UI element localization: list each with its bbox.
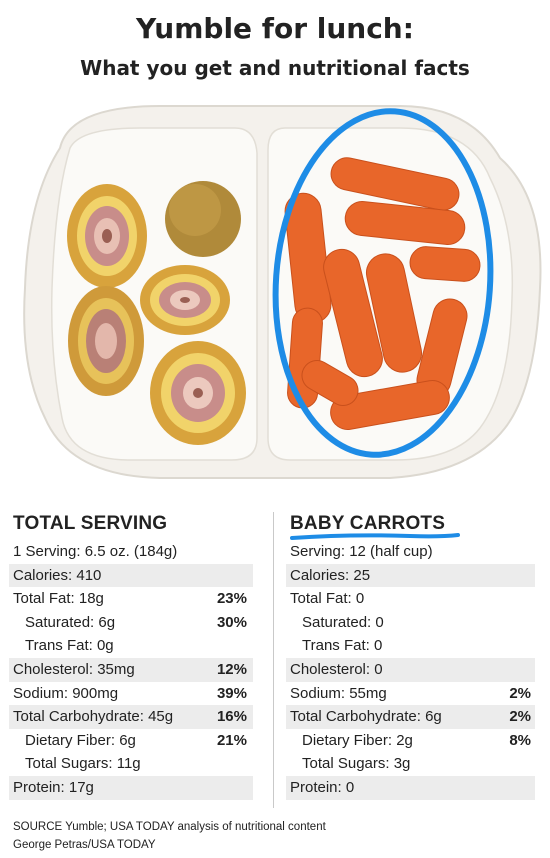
baby-carrots-title: BABY CARROTS bbox=[290, 510, 535, 540]
nutrition-label: Total Sugars: 3g bbox=[302, 755, 411, 773]
nutrition-label: Total Carbohydrate: 6g bbox=[290, 708, 442, 726]
nutrition-label: Cholesterol: 35mg bbox=[13, 660, 135, 678]
baby-carrots-title-text: BABY CARROTS bbox=[290, 513, 446, 534]
nutrition-row: Protein: 0 bbox=[286, 775, 535, 800]
daily-value-percent: 2% bbox=[509, 684, 531, 702]
daily-value-percent: 23% bbox=[216, 590, 247, 608]
nutrition-row: Dietary Fiber: 6g 21% bbox=[9, 729, 253, 753]
daily-value-percent: 8% bbox=[509, 731, 531, 749]
nutrition-label: Protein: 17g bbox=[13, 778, 94, 796]
nutrition-label: Dietary Fiber: 2g bbox=[302, 731, 413, 749]
nutrition-row: Dietary Fiber: 2g 8% bbox=[286, 729, 535, 753]
highlight-circle bbox=[272, 108, 494, 458]
baby-carrots-panel: BABY CARROTS Serving: 12 (half cup) Calor… bbox=[286, 510, 535, 800]
nutrition-row: Trans Fat: 0g bbox=[9, 634, 253, 658]
credit-text: George Petras/USA TODAY bbox=[13, 839, 156, 851]
total-serving-panel: TOTAL SERVING 1 Serving: 6.5 oz. (184g) C… bbox=[9, 510, 253, 800]
nutrition-row: Trans Fat: 0 bbox=[286, 634, 535, 658]
nutrition-label: Cholesterol: 0 bbox=[290, 660, 383, 678]
nutrition-label: 1 Serving: 6.5 oz. (184g) bbox=[13, 543, 178, 560]
nutrition-label: Total Carbohydrate: 45g bbox=[13, 708, 174, 726]
source-text: SOURCE Yumble; USA TODAY analysis of nut… bbox=[13, 821, 326, 833]
baby-carrots-rows: Serving: 12 (half cup) Calories: 25 Total … bbox=[286, 540, 535, 800]
brush-underline bbox=[290, 533, 460, 540]
nutrition-label: Calories: 25 bbox=[290, 566, 371, 584]
nutrition-label: Sodium: 900mg bbox=[13, 684, 119, 702]
nutrition-row: Sodium: 55mg 2% bbox=[286, 682, 535, 706]
nutrition-label: Saturated: 6g bbox=[25, 613, 116, 631]
nutrition-row: Protein: 17g bbox=[9, 775, 253, 800]
nutrition-row: Total Fat: 18g 23% bbox=[9, 587, 253, 611]
daily-value-percent: 12% bbox=[216, 660, 247, 678]
daily-value-percent: 16% bbox=[216, 708, 247, 726]
nutrition-label: Total Fat: 0 bbox=[290, 590, 365, 608]
page-subtitle: What you get and nutritional facts bbox=[80, 56, 470, 80]
nutrition-label: Saturated: 0 bbox=[302, 613, 384, 631]
nutrition-label: Protein: 0 bbox=[290, 778, 355, 796]
nutrition-label: Trans Fat: 0 bbox=[302, 637, 383, 655]
daily-value-percent: 21% bbox=[216, 731, 247, 749]
nutrition-row: Saturated: 0 bbox=[286, 611, 535, 635]
nutrition-row: Total Sugars: 3g bbox=[286, 752, 535, 776]
pinwheel-wraps bbox=[67, 184, 246, 445]
baby-carrots bbox=[284, 157, 481, 430]
daily-value-percent: 39% bbox=[216, 684, 247, 702]
daily-value-percent: 30% bbox=[216, 613, 247, 631]
lunch-tray-photo bbox=[23, 105, 542, 479]
nutrition-row: Total Carbohydrate: 45g 16% bbox=[9, 705, 253, 729]
nutrition-row: Sodium: 900mg 39% bbox=[9, 682, 253, 706]
nutrition-label: Trans Fat: 0g bbox=[25, 637, 114, 655]
total-serving-title: TOTAL SERVING bbox=[13, 513, 168, 534]
nutrition-label: Serving: 12 (half cup) bbox=[290, 543, 433, 560]
nutrition-label: Total Fat: 18g bbox=[13, 590, 104, 608]
total-serving-rows: 1 Serving: 6.5 oz. (184g) Calories: 410 To… bbox=[9, 540, 253, 800]
nutrition-row: Calories: 410 bbox=[9, 563, 253, 588]
nutrition-row: Total Fat: 0 bbox=[286, 587, 535, 611]
page-title: Yumble for lunch: bbox=[136, 12, 414, 45]
source-note: SOURCE Yumble; USA TODAY analysis of nut… bbox=[13, 818, 326, 854]
nutrition-row: Cholesterol: 35mg 12% bbox=[9, 657, 253, 682]
nutrition-row: Total Carbohydrate: 6g 2% bbox=[286, 705, 535, 729]
nutrition-row: Total Sugars: 11g bbox=[9, 752, 253, 776]
nutrition-row: Saturated: 6g 30% bbox=[9, 611, 253, 635]
nutrition-label: Calories: 410 bbox=[13, 566, 102, 584]
nutrition-label: Total Sugars: 11g bbox=[25, 755, 141, 773]
nutrition-label: Dietary Fiber: 6g bbox=[25, 731, 136, 749]
nutrition-row: Calories: 25 bbox=[286, 563, 535, 588]
nutrition-label: Sodium: 55mg bbox=[290, 684, 387, 702]
nutrition-row: Cholesterol: 0 bbox=[286, 657, 535, 682]
nutrition-row: 1 Serving: 6.5 oz. (184g) bbox=[9, 540, 253, 564]
daily-value-percent: 2% bbox=[509, 708, 531, 726]
column-divider bbox=[273, 512, 274, 808]
nutrition-row: Serving: 12 (half cup) bbox=[286, 540, 535, 564]
